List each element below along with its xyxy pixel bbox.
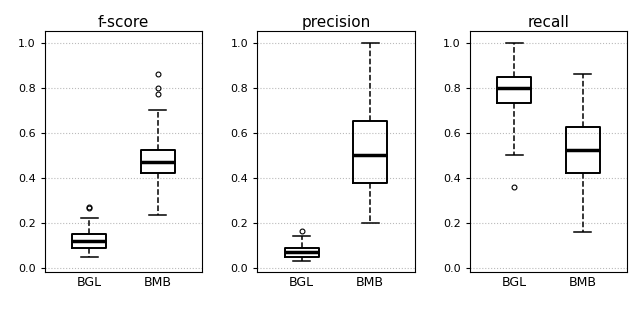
Title: recall: recall bbox=[527, 15, 570, 30]
Title: f-score: f-score bbox=[98, 15, 149, 30]
Title: precision: precision bbox=[301, 15, 371, 30]
